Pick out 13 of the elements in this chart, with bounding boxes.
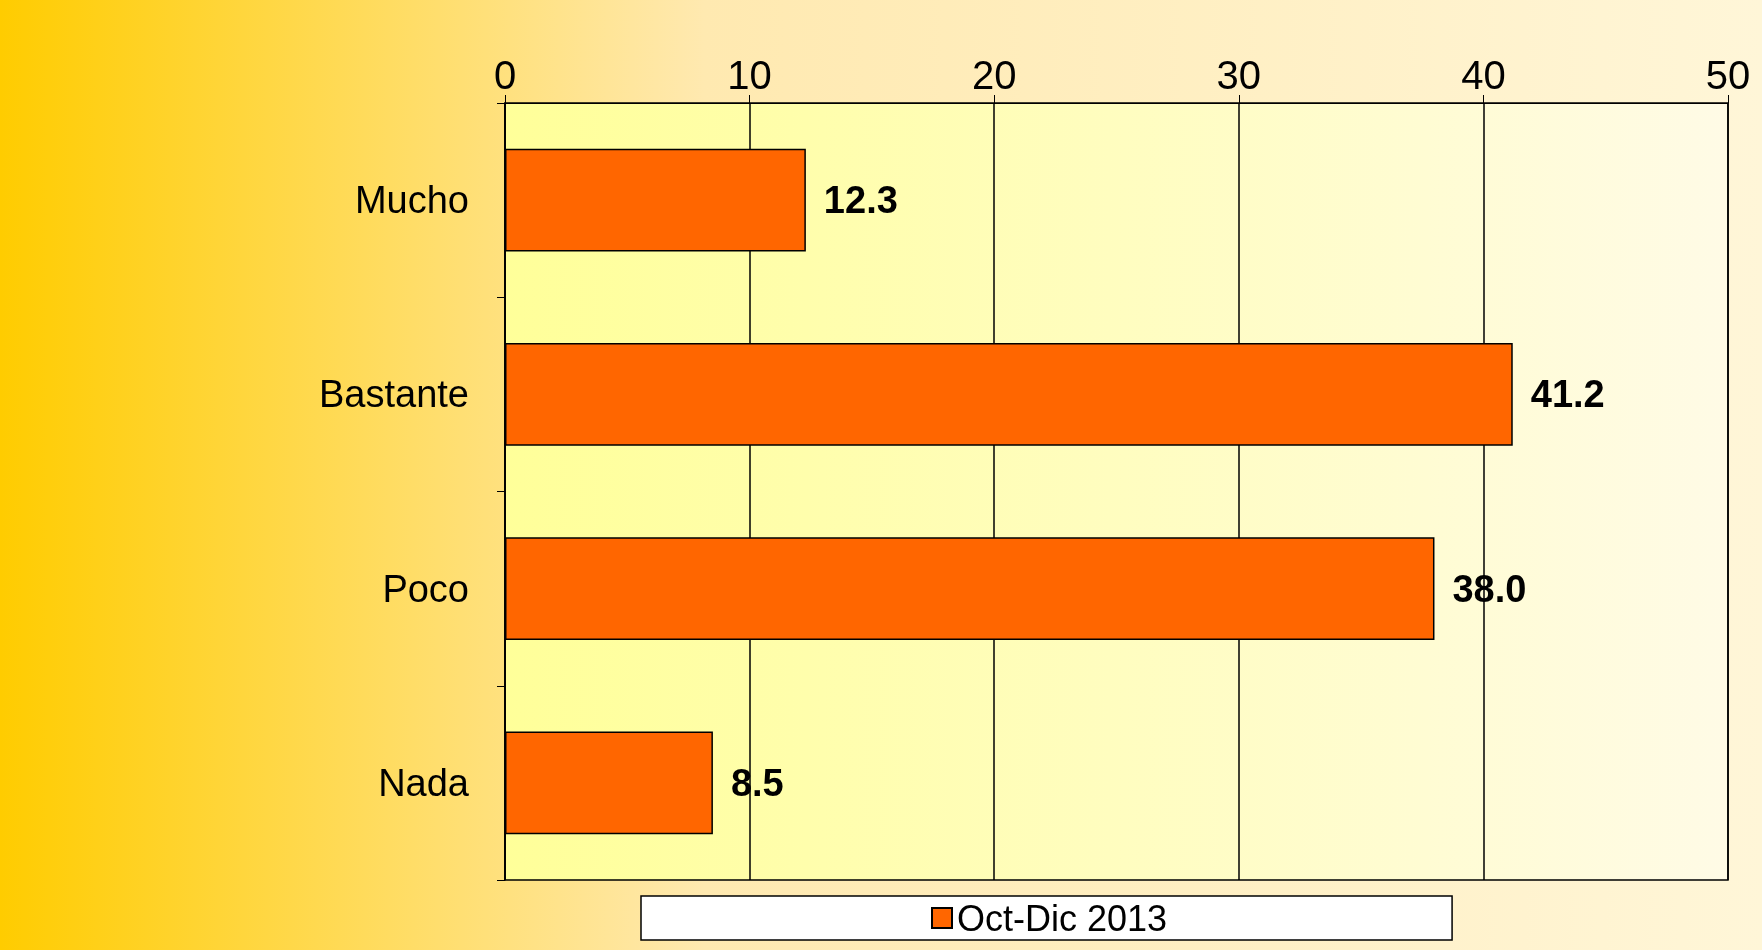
y-tick-label: Poco <box>382 567 469 610</box>
legend-label: Oct-Dic 2013 <box>957 897 1168 939</box>
data-label: 12.3 <box>823 179 898 222</box>
y-tick-label: Nada <box>378 761 470 804</box>
data-label: 41.2 <box>1530 373 1605 416</box>
x-tick-label: 30 <box>1216 53 1262 97</box>
x-tick-label: 0 <box>493 53 517 97</box>
y-tick-label: Bastante <box>319 373 469 416</box>
x-tick-label: 20 <box>971 53 1017 97</box>
x-tick-label: 10 <box>727 53 772 97</box>
x-tick-label: 50 <box>1705 53 1751 97</box>
y-tick-label: Mucho <box>354 179 469 222</box>
x-tick-label: 40 <box>1461 53 1506 97</box>
